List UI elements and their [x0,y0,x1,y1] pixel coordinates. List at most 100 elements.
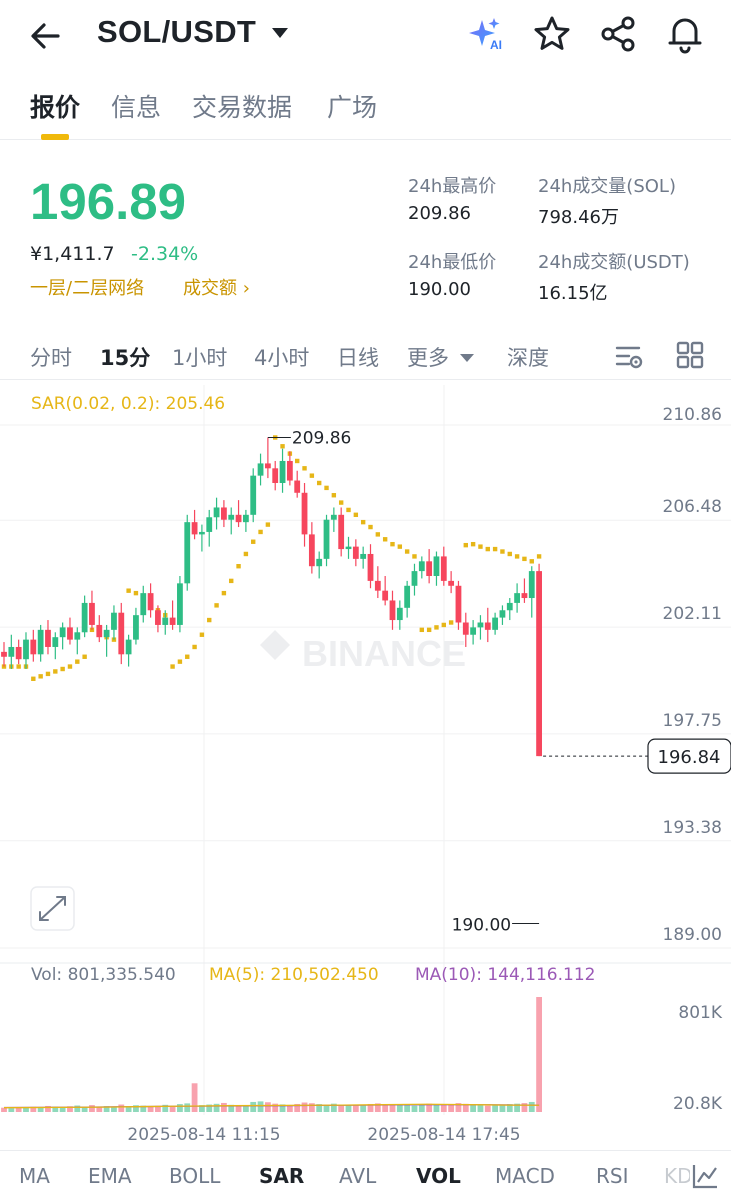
volume-bar [191,1083,198,1112]
share-icon[interactable] [599,14,639,54]
volume-bar [15,1107,22,1112]
candle-body [411,571,418,586]
candle-body [169,617,176,625]
sar-dot [221,590,227,596]
low-24h-label: 24h最低价 [408,252,497,273]
expand-chart-icon[interactable] [30,886,75,931]
candle-body [81,602,88,633]
volume-label: Vol: 801,335.540 [31,965,176,985]
tab-info[interactable]: 信息 [111,93,162,122]
candle-body [294,480,301,493]
candle [499,605,506,625]
interval-timeline[interactable]: 分时 [30,346,72,370]
candle-body [140,593,147,616]
candle-body [448,580,455,586]
volume-sol-label: 24h成交量(SOL) [538,176,676,197]
interval-15m[interactable]: 15分 [100,346,151,370]
candle-body [30,639,37,655]
tab-square[interactable]: 广场 [327,93,378,122]
interval-1h[interactable]: 1小时 [172,346,228,370]
volume-bar [59,1107,66,1112]
candle [213,497,220,530]
volume-sol-value: 798.46万 [538,207,619,228]
tab-quote[interactable]: 报价 [30,93,81,122]
candle-body [301,492,308,535]
indicator-avl[interactable]: AVL [339,1164,377,1188]
more-chevron-down-icon[interactable] [460,354,474,362]
sar-dot [258,529,263,535]
network-link[interactable]: 一层/二层网络 [30,278,145,299]
candle [462,612,469,647]
volume-bar [433,1104,440,1112]
volume-bar [418,1104,425,1112]
sar-dot [382,537,388,542]
candle-body [177,583,183,625]
interval-4h[interactable]: 4小时 [254,346,310,370]
candle-body [74,632,81,640]
candle-body [352,546,359,559]
candle [206,509,213,547]
sar-dot [360,519,366,525]
volume-bar [272,1103,279,1112]
depth-chart-tab[interactable]: 深度 [507,346,549,370]
grid-layout-icon[interactable] [675,340,705,370]
candle [1,642,7,667]
chart-settings-icon[interactable] [613,340,645,372]
indicator-boll[interactable]: BOLL [169,1164,221,1188]
tab-trading-data[interactable]: 交易数据 [192,93,293,122]
sar-dot [390,541,395,547]
volume-link[interactable]: 成交额 › [183,274,250,300]
candle [396,600,403,630]
candle-body [96,624,103,638]
back-arrow-icon[interactable] [28,18,68,54]
sar-dot [522,556,527,562]
indicator-rsi[interactable]: RSI [596,1164,629,1188]
star-icon[interactable] [532,14,572,54]
last-price-tag-text: 196.84 [658,747,721,768]
candle-body [111,612,117,630]
volume-bar [184,1103,191,1112]
candle [235,500,242,528]
chart-drawing-icon[interactable] [690,1161,720,1191]
volume-bar [404,1105,411,1112]
sar-dot [229,578,234,584]
chart-grid [0,385,731,1115]
volume-bar [330,1103,337,1112]
price-chart[interactable]: BINANCE 210.86 206.48 202.11 197.75 193.38 18… [0,380,731,1150]
volume-bar [1,1107,7,1112]
ai-sparkle-icon[interactable]: AI [466,14,506,54]
candle-body [162,617,169,625]
indicator-ema[interactable]: EMA [88,1164,132,1188]
candle-body [228,514,235,520]
candle-body [242,514,249,523]
candle-body [382,590,389,601]
active-tab-indicator [41,134,69,140]
indicator-ma[interactable]: MA [19,1164,50,1188]
indicator-vol[interactable]: VOL [416,1164,461,1188]
price-tick-label: 193.38 [663,818,722,838]
volume-bar [228,1104,235,1112]
candle [440,546,447,586]
interval-1d[interactable]: 日线 [337,346,379,370]
candle [389,590,396,630]
candle [257,453,264,486]
candle [301,482,308,547]
candles [1,437,542,757]
sar-dot [214,603,219,608]
candle [418,556,425,579]
candle [162,610,169,635]
watermark-text: BINANCE [302,633,466,674]
indicator-kd[interactable]: KD [664,1164,693,1188]
volume-bar [30,1106,37,1112]
indicator-macd[interactable]: MACD [495,1164,555,1188]
candle-body [206,517,213,532]
candle [250,468,257,523]
bell-icon[interactable] [665,14,705,54]
trading-pair-title[interactable]: SOL/USDT [97,14,257,49]
volume-bar [67,1106,73,1112]
chevron-down-icon[interactable] [272,28,288,38]
candle [199,524,205,552]
volume-bar [294,1103,301,1112]
indicator-sar[interactable]: SAR [259,1164,305,1188]
interval-more[interactable]: 更多 [407,346,449,370]
